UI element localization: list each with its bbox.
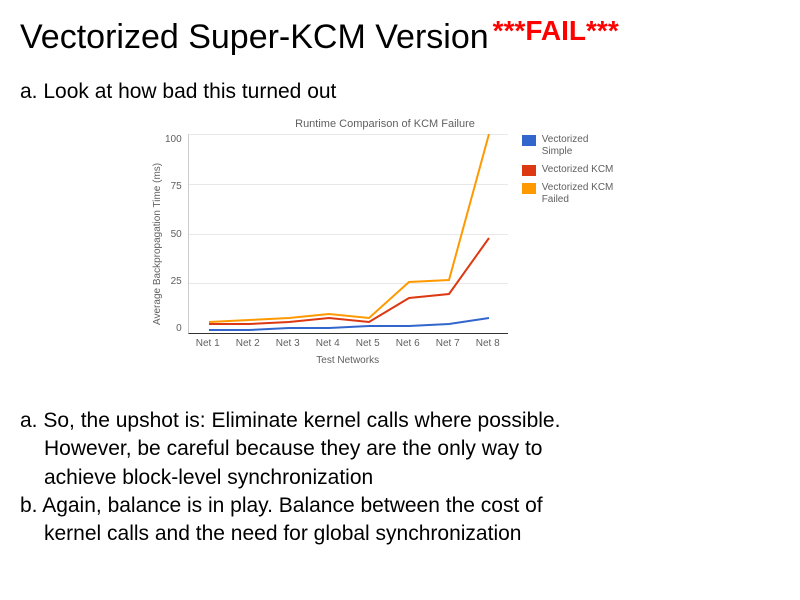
legend-item: Vectorized KCM [522,164,622,176]
x-axis-label: Test Networks [188,355,508,366]
chart-lines [189,134,509,334]
runtime-chart: Runtime Comparison of KCM Failure Averag… [150,118,680,383]
legend-swatch [522,183,536,194]
subheading-a: a. Look at how bad this turned out [20,80,336,104]
plot-area [188,134,508,334]
legend-swatch [522,135,536,146]
legend-swatch [522,165,536,176]
y-ticks: 100 75 50 25 0 [165,134,188,334]
chart-title: Runtime Comparison of KCM Failure [90,118,680,130]
chart-legend: Vectorized Simple Vectorized KCM Vectori… [522,134,622,354]
legend-item: Vectorized Simple [522,134,622,158]
fail-badge: ***FAIL*** [493,15,619,47]
y-axis-label: Average Backpropagation Time (ms) [150,134,165,354]
legend-item: Vectorized KCM Failed [522,182,622,206]
conclusion-text: a. So, the upshot is: Eliminate kernel c… [20,408,780,549]
page-title: Vectorized Super-KCM Version [20,18,489,57]
x-ticks: Net 1 Net 2 Net 3 Net 4 Net 5 Net 6 Net … [188,334,508,349]
